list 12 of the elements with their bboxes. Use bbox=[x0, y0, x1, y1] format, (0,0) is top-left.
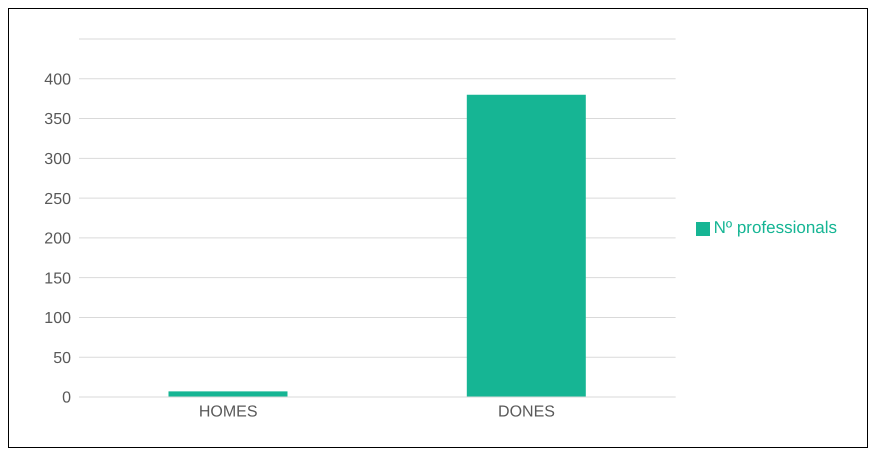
y-tick-label: 300 bbox=[44, 151, 72, 168]
x-tick-label: DONES bbox=[498, 403, 555, 420]
y-tick-label: 200 bbox=[44, 230, 72, 248]
y-tick-label: 400 bbox=[44, 71, 72, 88]
y-tick-label: 100 bbox=[44, 310, 72, 328]
y-tick-label: 250 bbox=[44, 190, 72, 208]
y-tick-label: 350 bbox=[44, 111, 72, 128]
legend-label: Nº professionals bbox=[714, 218, 837, 237]
y-tick-label: 50 bbox=[53, 350, 72, 367]
y-tick-label: 150 bbox=[44, 270, 72, 288]
x-tick-label: HOMES bbox=[198, 403, 258, 420]
y-tick-label: 0 bbox=[62, 390, 72, 407]
